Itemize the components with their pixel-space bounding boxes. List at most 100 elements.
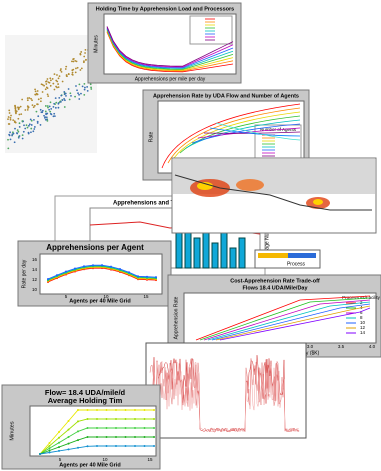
- collage: Apprehensions and Thres Average Number U…: [0, 0, 381, 471]
- scatter-dot: [53, 115, 55, 117]
- scatter-dot: [12, 119, 14, 121]
- scatter-dot: [19, 126, 21, 128]
- scatter-dot: [45, 81, 47, 83]
- scatter-dot: [11, 133, 13, 135]
- scatter-dot: [7, 139, 9, 141]
- scatter-dot: [56, 81, 58, 83]
- axis-label: Apprehensions per mile per day: [135, 76, 206, 82]
- scatter-dot: [58, 107, 60, 109]
- panel-title: Apprehensions per Agent: [46, 243, 144, 252]
- scatter-dot: [27, 97, 29, 99]
- scatter-dot: [30, 98, 32, 100]
- scatter-dot: [43, 85, 45, 87]
- scatter-dot: [15, 107, 17, 109]
- scatter-dot: [77, 67, 79, 69]
- scatter-dot: [72, 61, 74, 63]
- scatter-dot: [27, 109, 29, 111]
- scatter-dot: [31, 124, 33, 126]
- scatter-dot: [17, 118, 19, 120]
- scatter-dot: [20, 113, 22, 115]
- scatter-dot: [28, 125, 30, 127]
- scatter-dot: [40, 111, 42, 113]
- scatter-dot: [7, 147, 9, 149]
- y-tick-label: 10: [32, 287, 38, 292]
- scatter-dot: [90, 88, 92, 90]
- scatter-dot: [12, 131, 14, 133]
- scatter-dot: [74, 96, 76, 98]
- scatter-dot: [54, 73, 56, 75]
- axis-label: Minutes: [93, 35, 99, 53]
- scatter-dot: [47, 78, 49, 80]
- scatter-dot: [71, 73, 73, 75]
- scatter-dot: [45, 105, 47, 107]
- scatter-dot: [21, 99, 23, 101]
- scatter-dot: [18, 114, 20, 116]
- scatter-dot: [29, 123, 31, 125]
- scatter-dot: [50, 108, 52, 110]
- scatter-dot: [80, 51, 82, 53]
- axis-label: Apprehension Rate: [173, 296, 179, 339]
- scatter-dot: [65, 68, 67, 70]
- scatter-dot: [78, 94, 80, 96]
- scatter-dot: [31, 120, 33, 122]
- scatter-dot: [24, 109, 26, 111]
- scatter-dot: [8, 134, 10, 136]
- scatter-dot: [68, 73, 70, 75]
- scatter-dot: [50, 79, 52, 81]
- scatter-dot: [45, 88, 47, 90]
- x-tick-label: 3.0: [307, 344, 314, 349]
- bar: [185, 233, 191, 268]
- scatter-dot: [9, 112, 11, 114]
- scatter-dot: [51, 113, 53, 115]
- scatter-dot: [64, 93, 66, 95]
- scatter-dot: [24, 128, 26, 130]
- scatter-dot: [17, 131, 19, 133]
- scatter-dot: [18, 107, 20, 109]
- scatter-dot: [63, 98, 65, 100]
- scatter-dot: [58, 77, 60, 79]
- y-tick-label: 16: [32, 257, 38, 262]
- scatter-dot: [72, 72, 74, 74]
- scatter-dot: [28, 133, 30, 135]
- scatter-dot: [32, 130, 34, 132]
- scatter-3d: [5, 35, 97, 153]
- scatter-dot: [37, 103, 39, 105]
- scatter-dot: [10, 117, 12, 119]
- scatter-dot: [84, 87, 86, 89]
- scatter-dot: [40, 124, 42, 126]
- axis-label: Agents per 40 Mile Grid: [69, 298, 130, 304]
- x-tick-label: 4.0: [369, 344, 376, 349]
- scatter-dot: [83, 60, 85, 62]
- scatter-dot: [78, 83, 80, 85]
- scatter-dot: [75, 85, 77, 87]
- scatter-dot: [15, 122, 17, 124]
- scatter-dot: [76, 89, 78, 91]
- scatter-dot: [33, 119, 35, 121]
- scatter-dot: [49, 82, 51, 84]
- scatter-dot: [37, 122, 39, 124]
- scatter-dot: [58, 86, 60, 88]
- scatter-dot: [20, 106, 22, 108]
- scatter-dot: [54, 89, 56, 91]
- scatter-dot: [45, 113, 47, 115]
- scatter-dot: [40, 100, 42, 102]
- scatter-dot: [53, 103, 55, 105]
- scatter-dot: [15, 113, 17, 115]
- scatter-dot: [47, 95, 49, 97]
- scatter-dot: [65, 95, 67, 97]
- scatter-dot: [23, 124, 25, 126]
- timeseries-panel: [146, 343, 306, 438]
- panel-subtitle: Average Holding Tim: [48, 396, 123, 405]
- scatter-dot: [77, 92, 79, 94]
- scatter-dot: [57, 83, 59, 85]
- scatter-dot: [55, 97, 57, 99]
- scatter-dot: [50, 85, 52, 87]
- scatter-dot: [8, 116, 10, 118]
- scatter-dot: [80, 93, 82, 95]
- scatter-dot: [62, 99, 64, 101]
- bar: [194, 238, 200, 268]
- x-tick-label: 15: [147, 457, 153, 462]
- scatter-dot: [53, 113, 55, 115]
- axis-label: Rate: [148, 132, 154, 143]
- scatter-dot: [16, 132, 18, 134]
